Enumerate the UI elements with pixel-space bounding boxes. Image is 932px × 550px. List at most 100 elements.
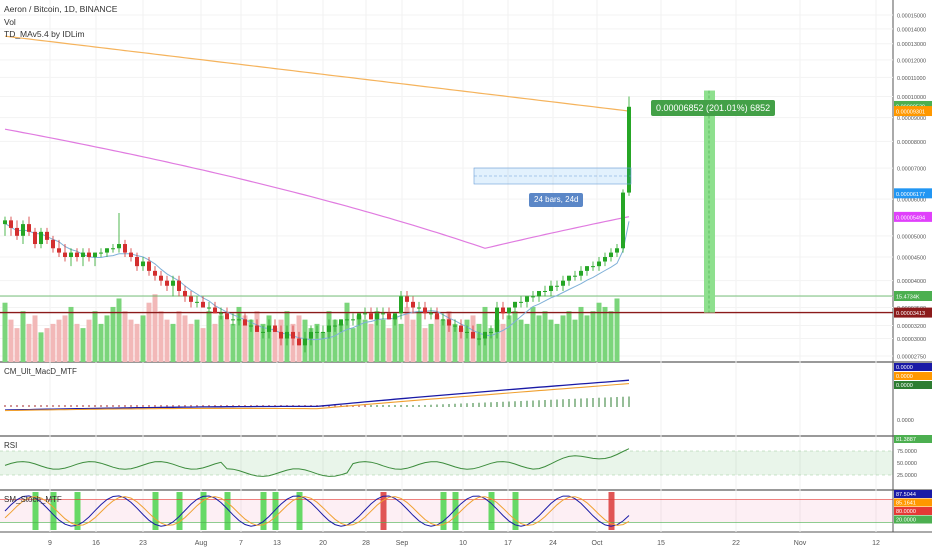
candle-body (363, 313, 367, 315)
candle-body (93, 252, 97, 258)
stoch-oversold-highlight (224, 492, 231, 530)
candle-body (555, 285, 559, 287)
candle-body (429, 313, 433, 315)
volume-bar (254, 311, 260, 362)
candle-body (225, 313, 229, 320)
volume-label: Vol (4, 17, 16, 27)
candle-body (231, 319, 235, 321)
price-tick-label: 0.00011000 (897, 76, 926, 82)
volume-bar (602, 306, 608, 362)
candle-body (387, 313, 391, 320)
candle-body (447, 319, 451, 326)
volume-bar (32, 315, 38, 362)
time-axis[interactable]: 9 16 23 Aug 7 13 20 28 Sep 10 17 24 Oct 15 22 Nov 12 (48, 540, 880, 547)
stoch-oversold-highlight (272, 492, 279, 530)
candle-body (477, 338, 481, 340)
rsi-pane[interactable] (0, 448, 893, 477)
macd-tick-label: 0.0000 (897, 418, 914, 424)
candle-body (261, 331, 265, 333)
candle-body (567, 275, 571, 281)
candle-body (69, 252, 73, 258)
stoch-oversold-highlight (50, 492, 57, 530)
price-tick-label: 0.00008000 (897, 140, 926, 146)
price-tick-label: 0.00004500 (897, 256, 926, 262)
price-pane[interactable] (0, 35, 893, 362)
candle-body (237, 319, 241, 321)
price-axis[interactable]: 0.00015000 0.00014000 0.00013000 0.00012000… (894, 13, 932, 524)
candle-body (177, 280, 181, 291)
price-tick-label: 0.00009000 (897, 116, 926, 122)
macd-signal-line (4, 383, 630, 412)
candle-body (39, 231, 43, 245)
volume-bar (566, 311, 572, 362)
price-badge-label: 0.00006177 (896, 192, 925, 198)
candle-body (51, 239, 55, 249)
stoch-badge-label: 85.1641 (896, 501, 916, 507)
macd-pane[interactable] (4, 379, 630, 412)
stoch-label: SM_Stoch_MTF (4, 495, 62, 504)
candle-body (495, 307, 499, 332)
volume-bar (392, 315, 398, 362)
price-badge (894, 100, 932, 111)
candle-body (21, 224, 25, 236)
candle-body (507, 307, 511, 314)
stoch-oversold-highlight (296, 492, 303, 530)
price-range-box (704, 90, 715, 313)
time-tick-label: 13 (273, 540, 281, 547)
candle-body (351, 319, 355, 321)
volume-bar (176, 311, 182, 362)
stoch-badge (894, 507, 932, 515)
stoch-pane[interactable] (0, 492, 893, 530)
volume-bar (452, 323, 458, 362)
candle-body (609, 252, 613, 258)
date-range-box (473, 167, 632, 185)
candle-body (201, 301, 205, 308)
stoch-badge (894, 498, 932, 507)
stoch-badge-label: 80.0000 (896, 509, 916, 515)
volume-bar (578, 306, 584, 362)
candle-body (165, 280, 169, 286)
rsi-band (0, 451, 893, 475)
volume-bar (14, 328, 20, 362)
stoch-oversold-highlight (200, 492, 207, 530)
candle-body (171, 280, 175, 286)
price-badge-label: 15.4734K (896, 295, 920, 301)
volume-bar (122, 311, 128, 362)
volume-bar (98, 323, 104, 362)
time-tick-label: 12 (872, 540, 880, 547)
stoch-d-line (4, 496, 630, 526)
price-tick-label: 0.00002750 (897, 355, 926, 361)
stoch-oversold-highlight (260, 492, 267, 530)
price-badge-label: 0.00003413 (896, 311, 925, 317)
volume-bar (20, 311, 26, 362)
grid-lines (0, 0, 932, 533)
candle-body (543, 290, 547, 292)
candle-body (3, 220, 7, 225)
volume-bar (338, 323, 344, 362)
candle-body (147, 261, 151, 271)
volume-bar (314, 323, 320, 362)
volume-bar (272, 328, 278, 362)
volume-bar (128, 319, 134, 362)
volume-bar (248, 319, 254, 362)
candle-body (81, 252, 85, 258)
candle-body (213, 307, 217, 314)
candle-body (435, 313, 439, 320)
volume-bar (62, 315, 68, 362)
volume-bar (158, 311, 164, 362)
volume-bar (356, 315, 362, 362)
volume-bar (242, 315, 248, 362)
candle-body (27, 224, 31, 232)
volume-bar (404, 306, 410, 362)
candle-body (327, 325, 331, 332)
candle-body (249, 325, 253, 327)
stoch-k-line (4, 495, 630, 527)
candle-body (153, 270, 157, 276)
candle-body (513, 301, 517, 308)
price-tick-label: 0.00004000 (897, 279, 926, 285)
candle-body (315, 331, 319, 333)
candle-body (561, 280, 565, 286)
candle-body (87, 252, 91, 258)
candle-body (471, 331, 475, 339)
